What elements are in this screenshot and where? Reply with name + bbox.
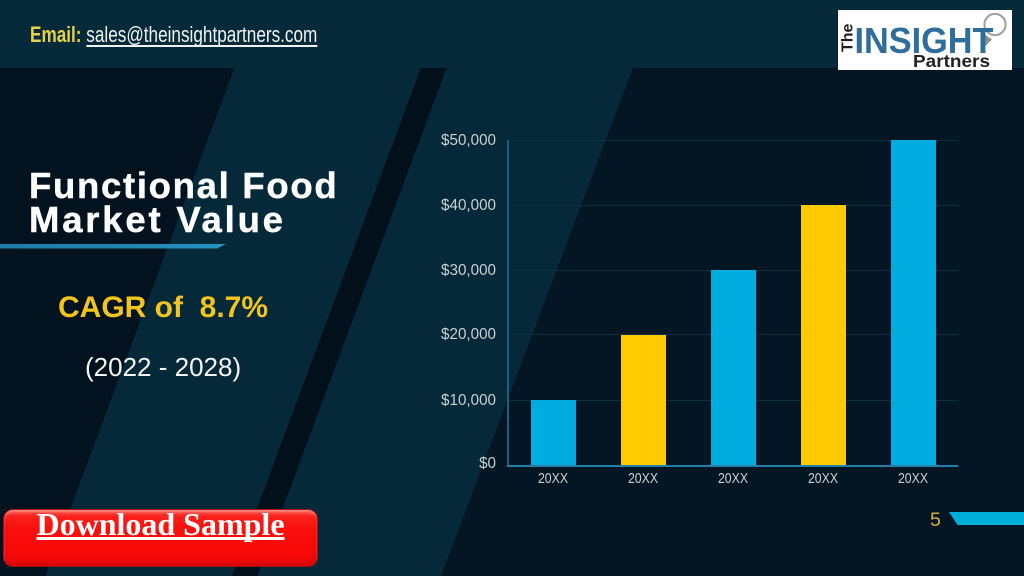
svg-text:Partners: Partners — [913, 51, 990, 70]
svg-text:INSIGHT: INSIGHT — [855, 20, 994, 61]
svg-text:The: The — [840, 23, 857, 52]
